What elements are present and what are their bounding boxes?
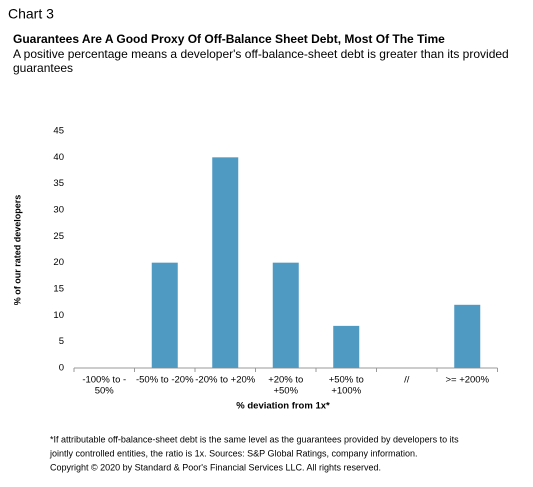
chart-number: Chart 3 [8, 6, 54, 22]
x-axis-label: % deviation from 1x* [236, 401, 330, 412]
footnote: *If attributable off-balance-sheet debt … [50, 434, 459, 444]
y-tick-label: 5 [59, 336, 64, 347]
subtitle: A positive percentage means a developer'… [13, 47, 509, 61]
x-tick-label: +20% to [268, 375, 303, 386]
y-tick-label: 20 [53, 257, 64, 268]
bar [272, 262, 299, 368]
y-tick-label: 10 [53, 310, 64, 321]
y-tick-label: 30 [53, 205, 64, 216]
x-tick-label: 50% [95, 386, 115, 397]
x-tick-label: -50% to -20% [136, 375, 194, 386]
bar [454, 304, 481, 368]
subtitle: guarantees [13, 61, 73, 75]
y-tick-label: 15 [53, 284, 64, 295]
y-tick-label: 45 [53, 126, 64, 137]
x-tick-label: -20% to +20% [195, 375, 255, 386]
footnote: Copyright © 2020 by Standard & Poor's Fi… [50, 462, 381, 472]
bar [333, 325, 360, 368]
x-tick-label: -100% to - [82, 375, 126, 386]
y-tick-label: 25 [53, 231, 64, 242]
x-tick-label: +50% [273, 386, 298, 397]
y-tick-label: 0 [59, 363, 64, 374]
x-tick-label: +50% to [329, 375, 364, 386]
y-tick-label: 35 [53, 178, 64, 189]
x-tick-label: +100% [331, 386, 361, 397]
x-tick-label: >= +200% [445, 375, 489, 386]
y-axis-label: % of our rated developers [12, 195, 22, 306]
chart-title: Guarantees Are A Good Proxy Of Off-Balan… [13, 32, 445, 46]
footnote: jointly controlled entities, the ratio i… [49, 448, 418, 458]
bar [151, 262, 178, 368]
y-tick-label: 40 [53, 152, 64, 163]
x-tick-label: // [404, 375, 410, 386]
bar [212, 157, 239, 368]
